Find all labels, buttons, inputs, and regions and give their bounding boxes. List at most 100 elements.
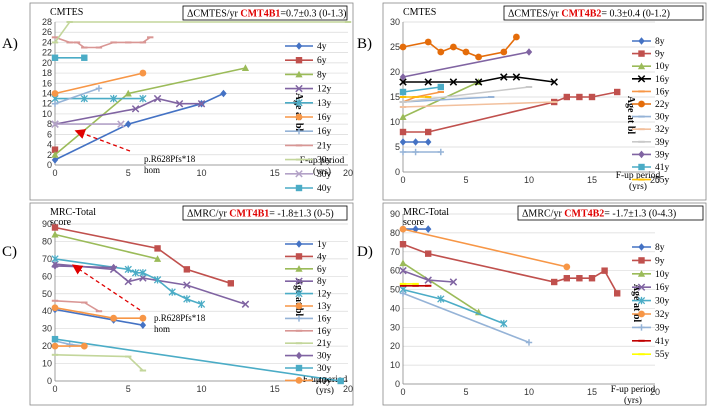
x-tick-label: 5: [463, 175, 468, 185]
data-point: [154, 245, 161, 252]
data-point: [437, 295, 445, 303]
legend-marker: [295, 99, 303, 107]
y-tick-label: 22: [42, 48, 52, 58]
x-axis-label: (yrs): [316, 385, 334, 396]
legend-marker: [295, 377, 303, 384]
data-point: [425, 128, 432, 136]
legend-label: 40y: [317, 184, 332, 194]
legend-label: 41y: [655, 163, 670, 173]
data-point: [139, 274, 147, 282]
data-point: [614, 290, 621, 297]
x-tick-label: 5: [463, 387, 468, 397]
series-16y: 16y: [51, 69, 332, 123]
rate-value: = -1.8±1.3 (0-5): [269, 209, 333, 220]
data-point: [51, 100, 59, 107]
x-tick-label: 0: [52, 384, 57, 394]
series-40y: 40y: [51, 342, 332, 386]
y-tick-label: 0: [47, 376, 52, 386]
legend-label: 55y: [655, 176, 670, 186]
y-tick-label: 70: [390, 247, 400, 257]
legend-label: 16y: [317, 314, 332, 324]
data-point: [51, 90, 59, 97]
legend-label: 4y: [317, 42, 327, 52]
legend-label: 55y: [655, 350, 670, 360]
rate-prefix: ΔMRC/yr: [187, 209, 229, 220]
x-tick-label: 15: [270, 168, 280, 178]
chart-title: MRC-Total: [403, 207, 449, 218]
data-point: [576, 275, 583, 282]
legend-marker: [637, 75, 646, 83]
x-tick-label: 10: [196, 168, 206, 178]
data-point: [175, 99, 184, 108]
data-point: [51, 156, 59, 164]
data-point: [183, 281, 191, 289]
x-axis-label: F-up period: [611, 385, 656, 395]
data-point: [563, 275, 570, 282]
series-line: [402, 101, 555, 108]
chart-title: CMTES: [50, 7, 83, 18]
data-point: [197, 300, 206, 308]
y-tick-label: 24: [42, 37, 52, 47]
legend-marker: [295, 253, 303, 260]
rate-gene: CMT4B2: [564, 209, 604, 220]
data-point: [424, 276, 432, 284]
annotation-label: hom: [154, 324, 170, 334]
legend-label: 16y: [317, 127, 332, 137]
series-22y: 22y: [399, 33, 670, 110]
y-tick-label: 60: [42, 271, 52, 281]
legend-label: 16y: [655, 283, 670, 293]
x-tick-label: 0: [400, 175, 405, 185]
legend-label: 39y: [655, 150, 670, 160]
data-point: [513, 33, 520, 41]
series-32y: 32y: [399, 225, 670, 320]
y-tick-label: 16: [42, 78, 52, 88]
data-point: [525, 339, 533, 346]
data-point: [437, 48, 445, 56]
y-tick-label: 20: [42, 341, 52, 351]
rate-value: =0.7±0.3 (0-1.3): [280, 9, 346, 20]
x-axis-label: F-up period: [303, 375, 348, 385]
legend-marker: [295, 128, 303, 135]
data-point: [475, 53, 482, 61]
y-tick-label: 2: [47, 150, 52, 160]
y-tick-label: 10: [42, 359, 52, 369]
series-line: [54, 72, 144, 95]
legend-marker: [638, 310, 645, 318]
data-point: [399, 43, 407, 51]
x-tick-label: 20: [343, 384, 353, 394]
data-point: [462, 48, 470, 56]
data-point: [168, 288, 176, 296]
data-point: [51, 262, 59, 270]
data-point: [588, 275, 596, 282]
series-10y: 10y: [399, 259, 670, 316]
y-tick-label: 0: [395, 379, 400, 389]
chart-title: score: [50, 217, 72, 228]
data-point: [500, 319, 508, 328]
legend-label: 6y: [317, 56, 327, 66]
y-tick-label: 20: [390, 67, 400, 77]
legend-label: 16y: [655, 75, 670, 85]
y-tick-label: 8: [47, 119, 52, 129]
data-point: [588, 93, 596, 101]
legend-marker: [638, 163, 645, 171]
y-tick-label: 80: [390, 228, 400, 238]
rate-box: [503, 5, 704, 21]
data-point: [124, 277, 132, 286]
series-12y: 12y: [51, 85, 332, 128]
legend-label: 13y: [317, 302, 332, 312]
data-point: [95, 85, 103, 92]
data-point: [425, 250, 432, 257]
series-line: [54, 92, 224, 161]
rate-prefix: ΔMRC/yr: [522, 209, 564, 220]
rate-box: [517, 205, 704, 221]
data-point: [51, 54, 59, 61]
series-16y: 16y: [51, 299, 332, 337]
legend-label: 16y: [317, 113, 332, 123]
data-point: [109, 94, 118, 103]
annotation-arrow: [71, 264, 141, 311]
legend-marker: [637, 283, 646, 291]
data-point: [131, 105, 140, 113]
series-30y: 30y: [51, 120, 332, 180]
y-tick-label: 50: [390, 285, 400, 295]
series-39y: 39y: [399, 290, 670, 346]
